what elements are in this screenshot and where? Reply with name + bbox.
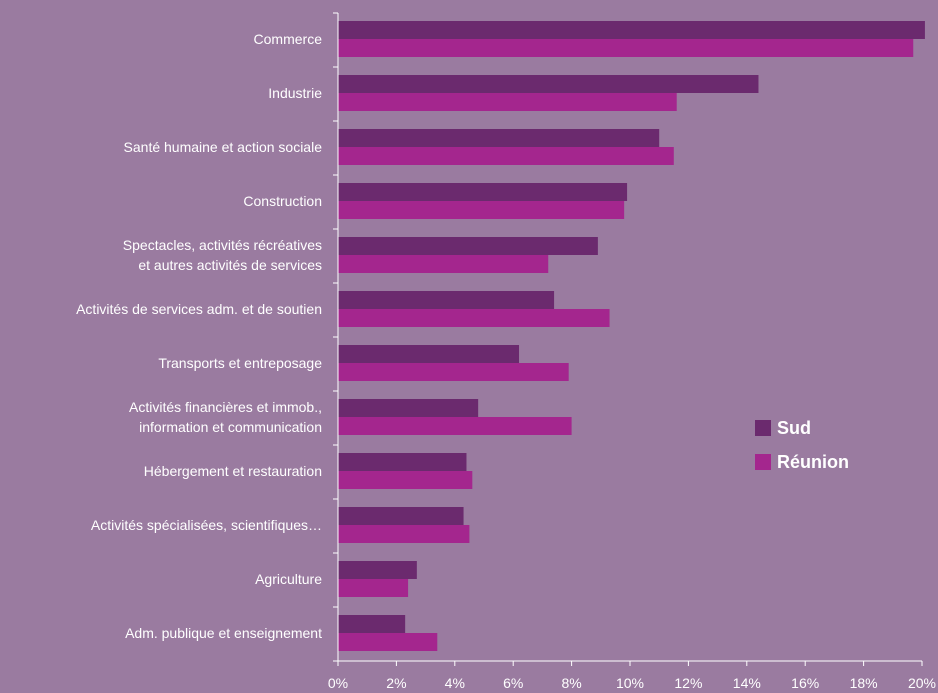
bar-r-union-7 <box>338 417 572 435</box>
legend-label-1: Réunion <box>777 452 849 472</box>
legend: Sud Réunion <box>755 418 849 472</box>
category-label: Construction <box>243 193 322 209</box>
bar-sud-1 <box>338 75 759 93</box>
bar-sud-10 <box>338 561 417 579</box>
category-label: Transports et entreposage <box>158 355 322 371</box>
category-label: information et communication <box>139 419 322 435</box>
legend-swatch-0 <box>755 420 771 436</box>
category-label: Activités spécialisées, scientifiques… <box>91 517 322 533</box>
x-tick-label: 8% <box>561 675 581 691</box>
x-tick-label: 10% <box>616 675 644 691</box>
x-tick-label: 20% <box>908 675 936 691</box>
x-tick-label: 18% <box>850 675 878 691</box>
bar-r-union-2 <box>338 147 674 165</box>
x-tick-label: 2% <box>386 675 406 691</box>
bar-sud-6 <box>338 345 520 363</box>
bar-r-union-9 <box>338 525 470 543</box>
category-label: Agriculture <box>255 571 322 587</box>
x-tick-label: 12% <box>674 675 702 691</box>
x-axis: 0% 2% 4% 6% 8% 10% 12% 14% 16% 18% 20% <box>328 12 936 691</box>
bar-r-union-10 <box>338 579 409 597</box>
bar-r-union-4 <box>338 255 549 273</box>
category-label: Commerce <box>254 31 323 47</box>
bar-sud-3 <box>338 183 628 201</box>
bar-sud-11 <box>338 615 406 633</box>
category-label: Santé humaine et action sociale <box>124 139 323 155</box>
bar-r-union-1 <box>338 93 677 111</box>
category-label: Spectacles, activités récréatives <box>123 237 322 253</box>
x-tick-label: 4% <box>445 675 465 691</box>
category-labels: Commerce Industrie Santé humaine et action… <box>76 31 322 641</box>
x-tick-label: 14% <box>733 675 761 691</box>
bar-sud-7 <box>338 399 479 417</box>
category-label: Adm. publique et enseignement <box>125 625 322 641</box>
x-tick-label: 0% <box>328 675 348 691</box>
legend-label-0: Sud <box>777 418 811 438</box>
bar-r-union-3 <box>338 201 625 219</box>
bar-sud-8 <box>338 453 467 471</box>
category-label: Industrie <box>268 85 322 101</box>
bars-layer <box>338 21 925 651</box>
legend-swatch-1 <box>755 454 771 470</box>
category-label: Hébergement et restauration <box>144 463 322 479</box>
bar-r-union-6 <box>338 363 569 381</box>
bar-r-union-0 <box>338 39 914 57</box>
category-label: Activités de services adm. et de soutien <box>76 301 322 317</box>
category-label: Activités financières et immob., <box>129 399 322 415</box>
bar-sud-4 <box>338 237 598 255</box>
category-label: et autres activités de services <box>138 257 322 273</box>
bar-r-union-8 <box>338 471 473 489</box>
bar-r-union-5 <box>338 309 610 327</box>
bar-sud-0 <box>338 21 925 39</box>
bar-sud-9 <box>338 507 464 525</box>
x-tick-label: 6% <box>503 675 523 691</box>
bar-sud-5 <box>338 291 555 309</box>
bar-r-union-11 <box>338 633 438 651</box>
x-tick-label: 16% <box>791 675 819 691</box>
bar-sud-2 <box>338 129 660 147</box>
